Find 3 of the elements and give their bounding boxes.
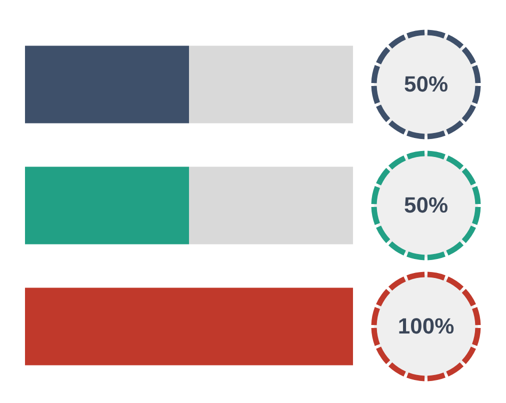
data-label: 100% (398, 314, 454, 338)
data-label: 50% (404, 192, 448, 218)
data-label: 50% (404, 72, 448, 96)
